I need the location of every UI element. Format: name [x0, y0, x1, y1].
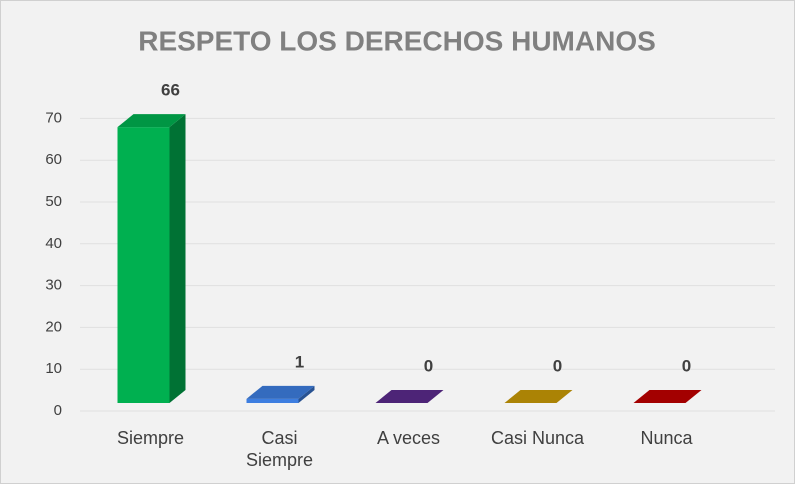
bar-front — [117, 127, 170, 404]
bar-side — [169, 114, 186, 404]
x-tick-label: Casi Nunca — [490, 428, 585, 448]
y-tick-label: 50 — [45, 193, 62, 210]
bar — [246, 385, 315, 403]
bar — [375, 390, 444, 403]
data-label: 0 — [424, 356, 433, 375]
y-tick-label: 30 — [45, 277, 62, 294]
y-tick-label: 10 — [45, 360, 62, 377]
data-label: 0 — [682, 356, 691, 375]
data-label: 0 — [553, 356, 562, 375]
data-label: 1 — [295, 352, 304, 371]
y-tick-label: 0 — [54, 402, 62, 419]
bar — [633, 390, 702, 403]
y-tick-label: 20 — [45, 318, 62, 335]
bar — [504, 390, 573, 403]
bar — [117, 114, 186, 404]
y-tick-label: 60 — [45, 151, 62, 168]
bar-top — [375, 390, 444, 403]
x-tick-label: A veces — [376, 428, 441, 448]
chart-title: RESPETO LOS DERECHOS HUMANOS — [138, 25, 656, 56]
data-label: 66 — [161, 81, 180, 100]
x-tick-label: Nunca — [640, 428, 693, 448]
bar-top — [504, 390, 573, 403]
y-tick-label: 40 — [45, 235, 62, 252]
bar-top — [633, 390, 702, 403]
y-tick-label: 70 — [45, 109, 62, 126]
x-tick-label: Siempre — [116, 428, 185, 448]
bar-side — [298, 385, 315, 403]
bar-top — [246, 385, 315, 399]
x-tick-label: Casi Siempre — [245, 428, 314, 470]
bar-front — [246, 398, 299, 403]
bar-top — [117, 114, 186, 128]
